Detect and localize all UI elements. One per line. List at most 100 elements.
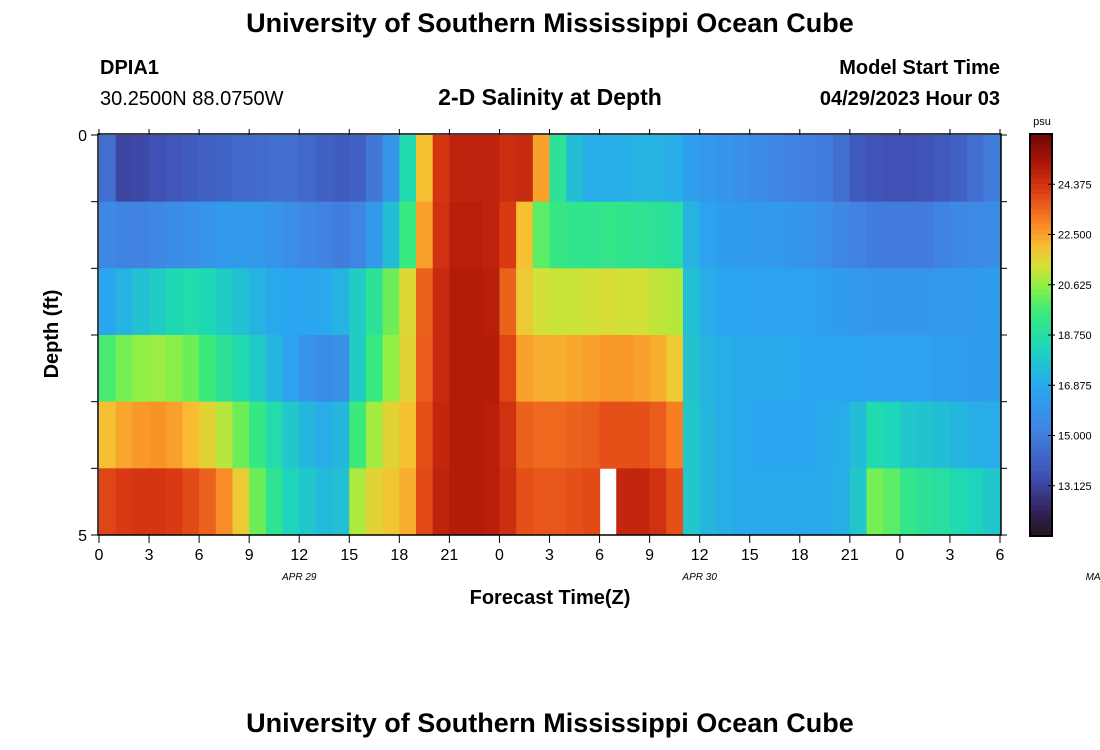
heatmap-cell bbox=[616, 468, 634, 536]
colorbar-segment bbox=[1030, 169, 1052, 175]
colorbar-segment bbox=[1030, 134, 1052, 140]
heatmap-cell bbox=[649, 468, 667, 536]
heatmap-cell bbox=[833, 135, 851, 203]
heatmap-cell bbox=[299, 201, 317, 269]
heatmap-cell bbox=[265, 135, 284, 203]
colorbar-segment bbox=[1030, 470, 1052, 477]
colorbar-segment bbox=[1030, 345, 1052, 351]
heatmap-cell bbox=[849, 468, 868, 536]
heatmap-cell bbox=[733, 135, 751, 203]
heatmap-cell bbox=[516, 135, 534, 203]
heatmap-cell bbox=[349, 335, 367, 403]
heatmap-cell bbox=[883, 268, 901, 336]
heatmap-cell bbox=[866, 401, 884, 469]
heatmap-cell bbox=[966, 201, 984, 269]
colorbar-segment bbox=[1030, 410, 1052, 416]
heatmap-cell bbox=[315, 401, 334, 469]
heatmap-cell bbox=[699, 201, 717, 269]
date-label: APR 30 bbox=[681, 572, 717, 583]
heatmap-cell bbox=[833, 268, 851, 336]
heatmap-cell bbox=[466, 401, 484, 469]
heatmap-cell bbox=[949, 201, 968, 269]
colorbar-tick-label: 18.750 bbox=[1058, 330, 1092, 342]
colorbar-tick-label: 15.000 bbox=[1058, 431, 1092, 443]
heatmap-cell bbox=[783, 268, 801, 336]
heatmap-cell bbox=[399, 468, 417, 536]
heatmap-cell bbox=[799, 401, 818, 469]
heatmap-cell bbox=[582, 401, 601, 469]
colorbar-segment bbox=[1030, 269, 1052, 276]
heatmap-cell bbox=[215, 268, 234, 336]
x-tick-label: 3 bbox=[945, 547, 954, 564]
colorbar-segment bbox=[1030, 365, 1052, 371]
heatmap-cell bbox=[749, 201, 768, 269]
heatmap-cell bbox=[949, 335, 968, 403]
heatmap-cell bbox=[516, 201, 534, 269]
colorbar-segment bbox=[1030, 460, 1052, 467]
heatmap-cell bbox=[916, 201, 934, 269]
heatmap-cell bbox=[599, 268, 617, 336]
heatmap-cell bbox=[833, 335, 851, 403]
heatmap-cell bbox=[966, 135, 984, 203]
heatmap-cell bbox=[416, 268, 434, 336]
heatmap-cell bbox=[349, 201, 367, 269]
heatmap-cell bbox=[232, 201, 250, 269]
heatmap-cell bbox=[799, 468, 818, 536]
heatmap-cell bbox=[199, 268, 217, 336]
heatmap-cell bbox=[282, 268, 300, 336]
colorbar-segment bbox=[1030, 520, 1052, 527]
heatmap-cell bbox=[649, 135, 667, 203]
colorbar-segment bbox=[1030, 445, 1052, 452]
heatmap-cell bbox=[232, 268, 250, 336]
heatmap-cell bbox=[783, 201, 801, 269]
heatmap-cell bbox=[766, 135, 784, 203]
heatmap-cell bbox=[682, 468, 701, 536]
colorbar-segment bbox=[1030, 335, 1052, 341]
heatmap-cell bbox=[199, 201, 217, 269]
heatmap-cell bbox=[332, 468, 350, 536]
heatmap-cell bbox=[132, 135, 150, 203]
heatmap-cell bbox=[199, 335, 217, 403]
heatmap-cell bbox=[649, 268, 667, 336]
colorbar-segment bbox=[1030, 189, 1052, 195]
heatmap-cell bbox=[332, 335, 350, 403]
heatmap-cell bbox=[199, 468, 217, 536]
y-axis-label: Depth (ft) bbox=[41, 290, 63, 379]
x-tick-label: 0 bbox=[495, 547, 504, 564]
colorbar-segment bbox=[1030, 214, 1052, 220]
heatmap-cell bbox=[249, 468, 267, 536]
heatmap-cell bbox=[449, 135, 467, 203]
heatmap-cell bbox=[249, 401, 267, 469]
heatmap-cell bbox=[382, 201, 400, 269]
heatmap-cell bbox=[799, 135, 818, 203]
heatmap-cell bbox=[315, 201, 334, 269]
heatmap-cell bbox=[766, 335, 784, 403]
colorbar-segment bbox=[1030, 254, 1052, 261]
heatmap-cell bbox=[416, 468, 434, 536]
heatmap-cell bbox=[115, 201, 133, 269]
heatmap-cell bbox=[733, 335, 751, 403]
heatmap-cell bbox=[499, 201, 517, 269]
heatmap-cell bbox=[399, 401, 417, 469]
heatmap-cell bbox=[466, 201, 484, 269]
heatmap-cell bbox=[883, 335, 901, 403]
heatmap-cell bbox=[365, 335, 384, 403]
heatmap-cell bbox=[933, 401, 951, 469]
heatmap-cell bbox=[716, 468, 734, 536]
heatmap-cell bbox=[165, 268, 184, 336]
heatmap-cell bbox=[115, 401, 133, 469]
colorbar-segment bbox=[1030, 420, 1052, 426]
colorbar-segment bbox=[1030, 324, 1052, 331]
heatmap-cell bbox=[232, 401, 250, 469]
heatmap-cell bbox=[449, 201, 467, 269]
colorbar-segment bbox=[1030, 249, 1052, 256]
heatmap-cell bbox=[532, 468, 551, 536]
heatmap-cell bbox=[482, 401, 501, 469]
colorbar-segment bbox=[1030, 355, 1052, 361]
heatmap-cell bbox=[866, 335, 884, 403]
heatmap-cell bbox=[132, 468, 150, 536]
heatmap-cell bbox=[582, 135, 601, 203]
colorbar-segment bbox=[1030, 239, 1052, 246]
colorbar-segment bbox=[1030, 405, 1052, 411]
heatmap-cell bbox=[933, 135, 951, 203]
